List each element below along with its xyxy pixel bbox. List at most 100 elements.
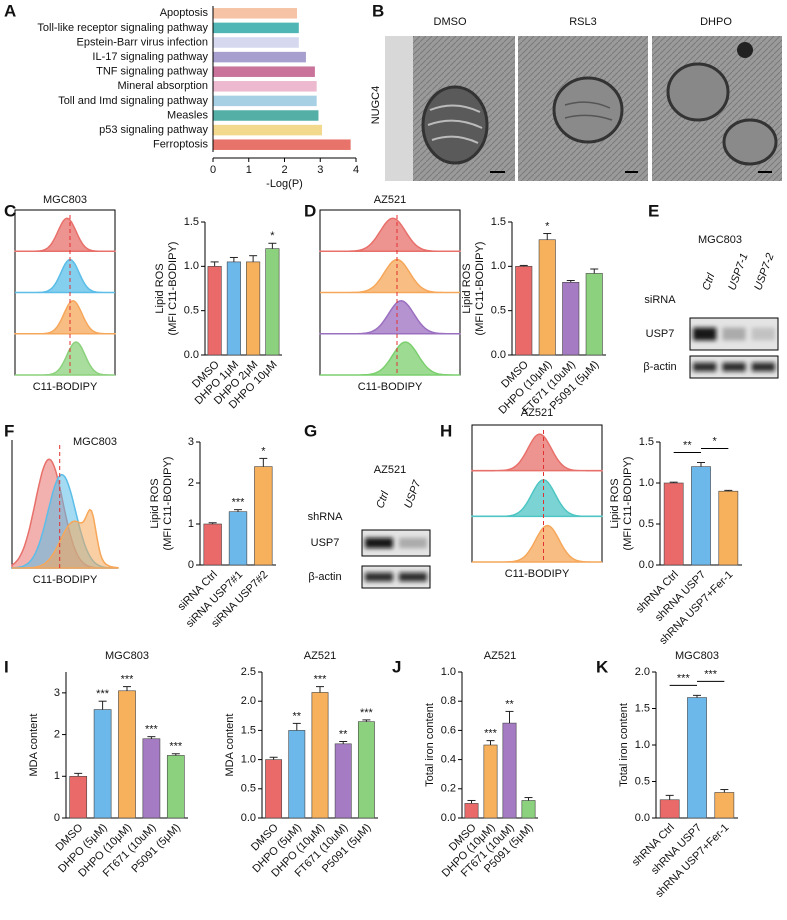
histogram [472,524,602,563]
error-bar [720,789,729,793]
y-tick-label: 1.0 [491,260,506,272]
y-tick-label: 1.5 [184,216,199,228]
panel-label: H [440,421,452,440]
blot-band [693,327,717,341]
micrograph [652,36,782,181]
panel-label: F [4,421,14,440]
bar [166,755,185,819]
panel-label: K [596,657,609,676]
y-axis-label: Lipid ROS [609,478,621,528]
bar [502,722,517,819]
error-bar [259,457,268,467]
x-tick-label: 0 [210,164,216,176]
x-axis-label: C11-BODIPY [33,381,98,393]
lane-label: Ctrl [374,489,391,510]
category-label: Toll-like receptor signaling pathway [37,22,208,34]
y-axis-label: MDA content [224,714,236,777]
error-bar [693,694,701,698]
significance-label: * [270,230,275,242]
chart-title: AZ521 [484,650,516,662]
y-axis-label: MDA content [28,714,40,777]
error-bar [362,719,371,722]
bar [213,22,299,34]
significance-label: *** [145,724,159,736]
lane-label: USP7-1 [726,252,750,292]
y-tick-label: 0.0 [241,812,256,824]
y-tick-label: 0.6 [441,724,456,736]
y-tick-label: 0.0 [441,812,456,824]
error-bar [505,710,514,724]
histogram [14,217,116,252]
significance-label: *** [360,707,374,719]
bar [203,523,222,566]
y-tick-label: 2 [54,728,60,740]
plot-title: AZ521 [521,407,553,419]
bar [357,721,375,819]
y-tick-label: 0.0 [639,559,654,571]
y-tick-label: 0.2 [441,783,456,795]
bar [213,110,319,121]
error-bar [669,481,678,483]
y-axis-label: (MFI C11-BODIPY) [622,457,634,551]
lane-label: Ctrl [700,271,717,292]
bar [246,261,261,356]
error-bar [229,256,238,262]
y-tick-label: 3 [188,436,194,448]
bar [213,66,315,77]
bar [226,261,241,356]
y-tick-label: 1.0 [635,739,650,751]
y-tick-label: 1.0 [639,477,654,489]
y-axis-label: (MFI C11-BODIPY) [474,242,486,336]
y-tick-label: 1.0 [184,260,199,272]
bar [142,738,161,819]
category-label: IL-17 signaling pathway [92,51,208,63]
row-label: β-actin [308,571,341,583]
significance-label: * [261,445,266,457]
chart-title: MGC803 [675,650,719,662]
histogram [319,217,461,252]
y-axis-label: Total iron content [618,703,630,787]
y-axis-label: Lipid ROS [149,478,161,528]
blot-band [722,362,746,372]
y-tick-label: 1.0 [441,666,456,678]
y-tick-label: 2.0 [635,666,650,678]
lane-label: USP7-2 [752,252,776,292]
blot-title: MGC803 [698,234,742,246]
x-tick-label: 1 [246,164,252,176]
error-bar [208,522,217,524]
y-tick-label: 1.5 [241,724,256,736]
category-label: Toll and Imd signaling pathway [58,95,208,107]
error-bar [210,261,219,267]
y-tick-label: 0.4 [441,754,456,766]
significance-label: ** [339,728,348,740]
panel-label: G [304,421,317,440]
x-axis-label: C11-BODIPY [358,381,423,393]
significance-label: *** [232,497,246,509]
condition-label: DMSO [434,16,467,28]
plot-title: AZ521 [374,194,406,206]
error-bar [590,268,599,274]
histogram [15,258,115,294]
bar [515,266,533,356]
blot-band [722,327,746,341]
bar [483,744,498,819]
y-tick-label: 1.5 [639,436,654,448]
bar [228,511,248,566]
y-tick-label: 0.8 [441,695,456,707]
x-axis-label: -Log(P) [266,178,303,190]
bar [118,690,136,819]
significance-label: *** [484,728,498,740]
error-bar [339,740,348,744]
error-bar [524,797,533,801]
blot-band [365,572,393,582]
y-tick-label: 3 [54,687,60,699]
panel-label: B [372,1,384,20]
y-tick-label: 0.5 [491,305,506,317]
bar [663,482,684,566]
significance-label: ** [293,710,302,722]
x-axis-label: C11-BODIPY [33,574,98,586]
y-tick-label: 0.5 [241,783,256,795]
y-tick-label: 1 [54,770,60,782]
error-bar [98,700,107,710]
